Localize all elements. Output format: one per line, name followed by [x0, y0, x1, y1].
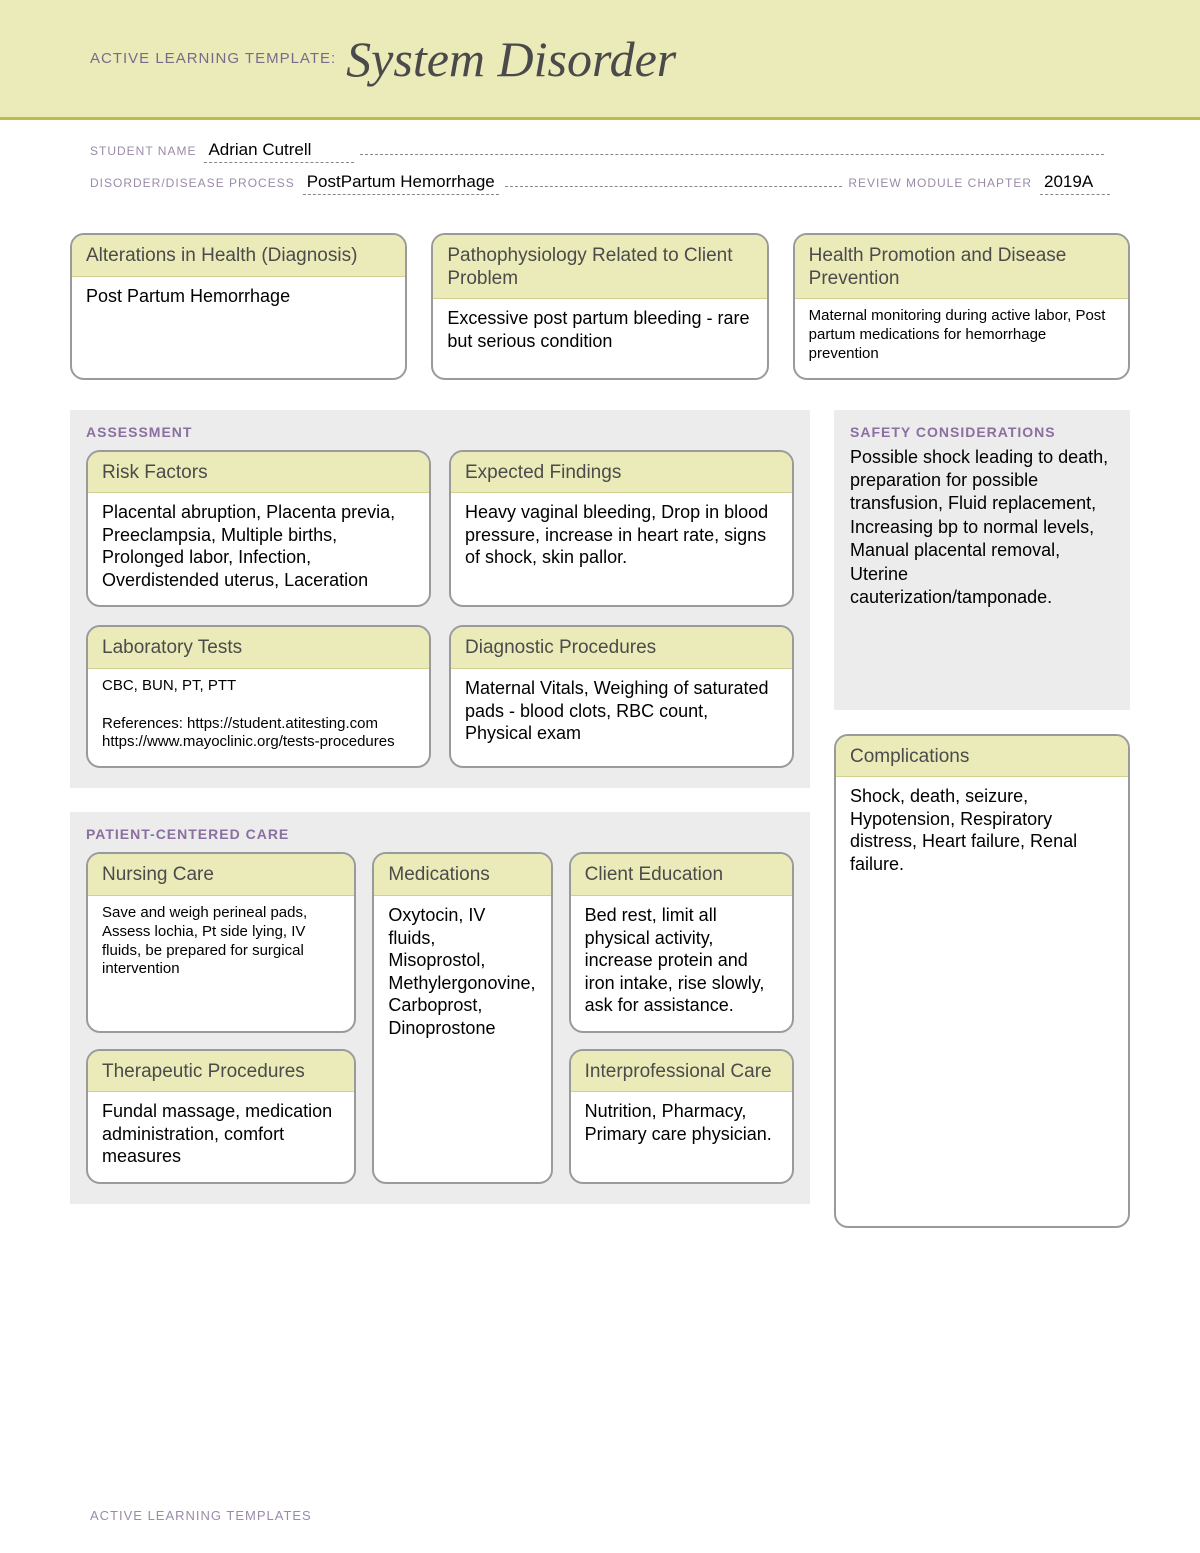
diag-body: Maternal Vitals, Weighing of saturated p…	[451, 669, 792, 759]
safety-section: SAFETY CONSIDERATIONS Possible shock lea…	[834, 410, 1130, 710]
disorder-row: DISORDER/DISEASE PROCESS PostPartum Hemo…	[90, 171, 1110, 194]
diag-card: Diagnostic Procedures Maternal Vitals, W…	[449, 625, 794, 768]
expected-body: Heavy vaginal bleeding, Drop in blood pr…	[451, 493, 792, 583]
footer: ACTIVE LEARNING TEMPLATES	[90, 1508, 312, 1523]
blank-line	[505, 171, 843, 186]
student-value: Adrian Cutrell	[204, 140, 354, 163]
content: Alterations in Health (Diagnosis) Post P…	[0, 233, 1200, 1228]
banner: ACTIVE LEARNING TEMPLATE: System Disorde…	[0, 0, 1200, 120]
page: ACTIVE LEARNING TEMPLATE: System Disorde…	[0, 0, 1200, 1553]
patho-card: Pathophysiology Related to Client Proble…	[431, 233, 768, 380]
risk-card: Risk Factors Placental abruption, Placen…	[86, 450, 431, 608]
disorder-label: DISORDER/DISEASE PROCESS	[90, 176, 295, 190]
therapeutic-header: Therapeutic Procedures	[88, 1051, 354, 1093]
left-stack: ASSESSMENT Risk Factors Placental abrupt…	[70, 410, 810, 1228]
banner-label: ACTIVE LEARNING TEMPLATE:	[90, 50, 336, 67]
assessment-grid: Risk Factors Placental abruption, Placen…	[86, 450, 794, 769]
expected-card: Expected Findings Heavy vaginal bleeding…	[449, 450, 794, 608]
assessment-title: ASSESSMENT	[86, 424, 794, 440]
right-narrow: SAFETY CONSIDERATIONS Possible shock lea…	[834, 410, 1130, 1228]
top-row: Alterations in Health (Diagnosis) Post P…	[70, 233, 1130, 380]
blank-line	[360, 140, 1104, 155]
interprof-header: Interprofessional Care	[571, 1051, 792, 1093]
main-two-col: ASSESSMENT Risk Factors Placental abrupt…	[70, 410, 1130, 1228]
labs-header: Laboratory Tests	[88, 627, 429, 669]
safety-title: SAFETY CONSIDERATIONS	[850, 424, 1114, 440]
care-title: PATIENT-CENTERED CARE	[86, 826, 794, 842]
risk-header: Risk Factors	[88, 452, 429, 494]
meds-card: Medications Oxytocin, IV fluids, Misopro…	[372, 852, 552, 1184]
promo-header: Health Promotion and Disease Prevention	[795, 235, 1128, 300]
safety-body: Possible shock leading to death, prepara…	[850, 446, 1114, 610]
meta-block: STUDENT NAME Adrian Cutrell DISORDER/DIS…	[0, 120, 1200, 233]
interprof-card: Interprofessional Care Nutrition, Pharma…	[569, 1049, 794, 1184]
therapeutic-body: Fundal massage, medication administratio…	[88, 1092, 354, 1182]
labs-body: CBC, BUN, PT, PTT References: https://st…	[88, 669, 429, 766]
complications-header: Complications	[836, 736, 1128, 778]
complications-card: Complications Shock, death, seizure, Hyp…	[834, 734, 1130, 1228]
alterations-body: Post Partum Hemorrhage	[72, 277, 405, 322]
chapter-label: REVIEW MODULE CHAPTER	[848, 176, 1032, 190]
complications-body: Shock, death, seizure, Hypotension, Resp…	[836, 777, 1128, 889]
alterations-header: Alterations in Health (Diagnosis)	[72, 235, 405, 277]
banner-title: System Disorder	[346, 30, 676, 88]
nursing-body: Save and weigh perineal pads, Assess loc…	[88, 896, 354, 993]
patho-header: Pathophysiology Related to Client Proble…	[433, 235, 766, 300]
alterations-card: Alterations in Health (Diagnosis) Post P…	[70, 233, 407, 380]
nursing-header: Nursing Care	[88, 854, 354, 896]
labs-card: Laboratory Tests CBC, BUN, PT, PTT Refer…	[86, 625, 431, 768]
diag-header: Diagnostic Procedures	[451, 627, 792, 669]
education-card: Client Education Bed rest, limit all phy…	[569, 852, 794, 1032]
patho-body: Excessive post partum bleeding - rare bu…	[433, 299, 766, 366]
meds-header: Medications	[374, 854, 550, 896]
assessment-section: ASSESSMENT Risk Factors Placental abrupt…	[70, 410, 810, 789]
education-body: Bed rest, limit all physical activity, i…	[571, 896, 792, 1031]
promo-body: Maternal monitoring during active labor,…	[795, 299, 1128, 377]
promo-card: Health Promotion and Disease Prevention …	[793, 233, 1130, 380]
risk-body: Placental abruption, Placenta previa, Pr…	[88, 493, 429, 605]
therapeutic-card: Therapeutic Procedures Fundal massage, m…	[86, 1049, 356, 1184]
meds-body: Oxytocin, IV fluids, Misoprostol, Methyl…	[374, 896, 550, 1053]
disorder-value: PostPartum Hemorrhage	[303, 172, 499, 195]
chapter-value: 2019A	[1040, 172, 1110, 195]
nursing-card: Nursing Care Save and weigh perineal pad…	[86, 852, 356, 1032]
expected-header: Expected Findings	[451, 452, 792, 494]
student-label: STUDENT NAME	[90, 144, 196, 158]
care-grid: Nursing Care Save and weigh perineal pad…	[86, 852, 794, 1184]
education-header: Client Education	[571, 854, 792, 896]
student-row: STUDENT NAME Adrian Cutrell	[90, 140, 1110, 163]
interprof-body: Nutrition, Pharmacy, Primary care physic…	[571, 1092, 792, 1159]
care-section: PATIENT-CENTERED CARE Nursing Care Save …	[70, 812, 810, 1204]
